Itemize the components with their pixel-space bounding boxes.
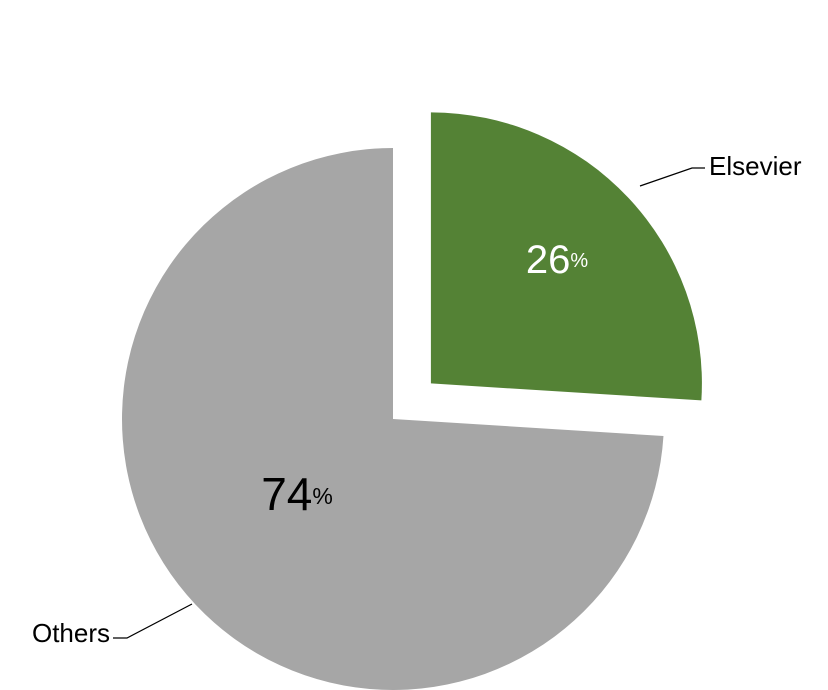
pie-slice-elsevier [430, 112, 702, 401]
pie-slice-others [122, 148, 664, 690]
data-label-elsevier: 26% [526, 238, 589, 282]
category-label-elsevier: Elsevier [709, 151, 802, 181]
category-label-others: Others [32, 618, 110, 648]
leader-line-others [113, 603, 193, 639]
leader-line-elsevier [639, 167, 705, 187]
data-label-others: 74% [261, 468, 333, 520]
